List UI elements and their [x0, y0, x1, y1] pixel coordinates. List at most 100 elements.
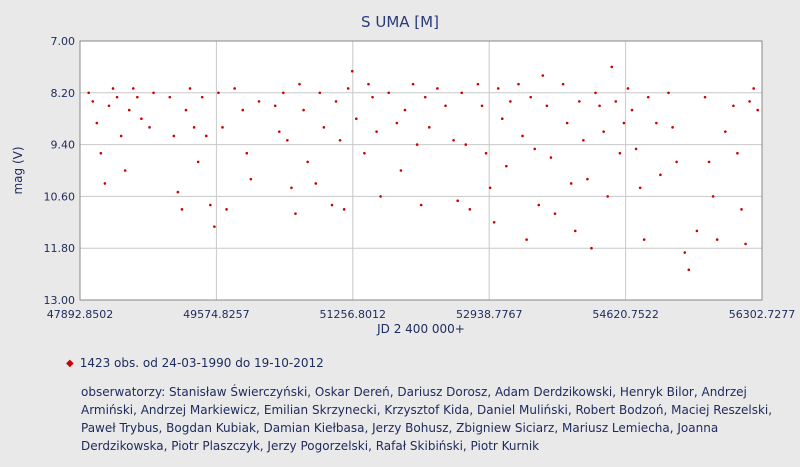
data-point	[192, 126, 196, 129]
data-point	[687, 268, 691, 272]
data-point	[375, 130, 378, 133]
data-point	[403, 108, 407, 112]
plot-area	[80, 41, 762, 300]
data-point	[209, 203, 212, 207]
data-point	[618, 151, 622, 155]
data-point	[399, 169, 403, 172]
data-point	[578, 100, 581, 103]
data-point	[614, 100, 618, 103]
data-point	[630, 108, 634, 112]
data-point	[598, 104, 601, 108]
data-point	[387, 91, 391, 95]
y-tick-label: 10.60	[44, 190, 76, 203]
y-tick-label: 7.00	[51, 35, 76, 48]
data-point	[492, 221, 496, 224]
data-point	[140, 117, 143, 120]
y-tick-label: 11.80	[44, 242, 76, 255]
data-point	[671, 126, 674, 129]
data-point	[456, 199, 459, 203]
data-point	[330, 203, 334, 207]
data-point	[148, 126, 151, 129]
data-point	[136, 95, 139, 99]
y-tick-label: 9.40	[51, 139, 76, 152]
plot-border	[79, 40, 763, 301]
data-point	[606, 195, 609, 198]
data-point	[525, 238, 528, 241]
data-point	[152, 91, 155, 95]
data-point	[334, 100, 338, 103]
data-point	[452, 138, 455, 142]
data-point	[277, 130, 281, 133]
data-point	[273, 104, 277, 108]
data-point	[99, 151, 103, 155]
data-point	[590, 246, 593, 250]
data-point	[395, 121, 399, 125]
data-point	[602, 130, 605, 133]
data-point	[415, 143, 419, 146]
data-point	[338, 138, 342, 142]
data-point	[517, 82, 520, 86]
data-point	[553, 212, 557, 215]
data-point	[529, 95, 532, 99]
data-point	[740, 208, 743, 211]
data-point	[675, 160, 678, 164]
data-point	[484, 151, 488, 155]
data-point	[286, 138, 289, 142]
data-point	[221, 126, 224, 129]
x-tick-label: 49574.8257	[183, 308, 249, 321]
data-point	[427, 126, 431, 129]
data-point	[249, 177, 253, 181]
data-point	[367, 82, 370, 86]
data-point	[667, 91, 670, 95]
data-point	[655, 121, 658, 125]
data-point	[748, 100, 751, 103]
data-point	[176, 190, 180, 194]
data-point	[371, 95, 374, 99]
data-point	[626, 87, 630, 90]
data-point	[245, 151, 249, 155]
data-point	[103, 182, 107, 185]
data-point	[225, 208, 228, 211]
data-point	[642, 238, 646, 241]
data-point	[204, 134, 208, 138]
y-axis-label: mag (V)	[11, 146, 25, 194]
y-tick-label: 13.00	[44, 294, 76, 307]
data-point	[168, 95, 172, 99]
data-point	[233, 87, 236, 90]
data-point	[180, 208, 184, 211]
data-point	[241, 108, 245, 112]
data-point	[756, 108, 760, 112]
x-tick-label: 47892.8502	[47, 308, 113, 321]
data-point	[200, 95, 204, 99]
data-point	[123, 169, 127, 172]
data-point	[586, 177, 589, 181]
data-point	[582, 138, 585, 142]
data-point	[87, 91, 90, 95]
data-point	[294, 212, 297, 215]
data-point	[744, 242, 747, 246]
data-point	[111, 87, 115, 90]
data-point	[350, 69, 354, 73]
data-point	[573, 229, 577, 233]
data-point	[436, 87, 439, 90]
data-point	[695, 229, 699, 233]
data-point	[314, 182, 318, 185]
data-point	[622, 121, 626, 125]
data-point	[537, 203, 541, 207]
data-point	[217, 91, 220, 95]
data-point	[91, 100, 95, 103]
observers-list: obserwatorzy: Stanisław Świerczyński, Os…	[81, 385, 773, 453]
data-point	[127, 108, 131, 112]
data-point	[298, 82, 301, 86]
data-point	[634, 147, 638, 151]
data-point	[521, 134, 524, 138]
data-point	[411, 82, 415, 86]
data-point	[346, 87, 350, 90]
data-point	[131, 87, 135, 90]
data-point	[594, 91, 597, 95]
data-point	[196, 160, 200, 164]
data-point	[419, 203, 423, 207]
data-point	[379, 195, 382, 198]
x-tick-label: 52938.7767	[456, 308, 522, 321]
data-point	[318, 91, 322, 95]
